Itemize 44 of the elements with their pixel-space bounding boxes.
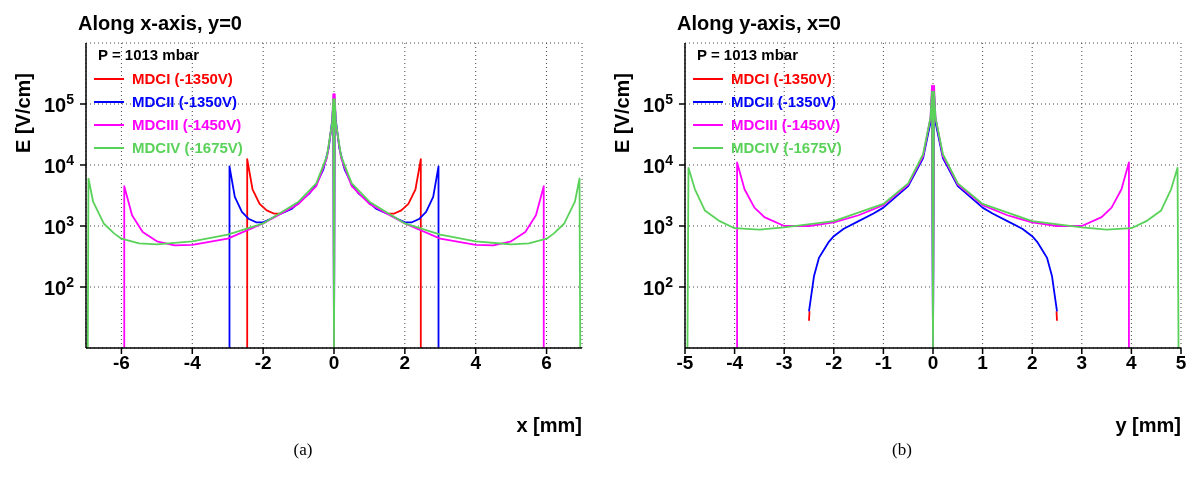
x-tick-label: -4 <box>183 352 202 374</box>
x-tick-label: 0 <box>328 352 340 374</box>
x-tick-label: 2 <box>1026 352 1038 374</box>
legend-label: MDCI (-1350V) <box>731 70 832 87</box>
x-tick-label: -1 <box>874 352 893 374</box>
y-tick-label: 10$^{3}$ <box>43 213 75 238</box>
y-tick-label: 10$^{5}$ <box>642 91 674 116</box>
x-tick-label: 3 <box>1076 352 1088 374</box>
x-tick-label: 2 <box>399 352 411 374</box>
x-tick-label: 1 <box>977 352 989 374</box>
legend-label: MDCIII (-1450V) <box>132 116 242 133</box>
y-tick-label: 10$^{3}$ <box>642 213 674 238</box>
x-tick-label: 4 <box>470 352 482 374</box>
y-axis-title: E [V/cm] <box>610 72 634 153</box>
legend-label: MDCIV (-1675V) <box>731 139 842 156</box>
x-tick-label: 5 <box>1175 352 1187 374</box>
x-tick-label: -3 <box>775 352 793 374</box>
text: (a) <box>292 440 314 460</box>
legend-label: MDCII (-1350V) <box>731 93 837 110</box>
legend-label: MDCI (-1350V) <box>132 70 233 87</box>
y-axis-title: E [V/cm] <box>11 72 35 153</box>
chart-title: Along x-axis, y=0 <box>78 12 242 35</box>
y-tick-label: 10$^{2}$ <box>642 274 674 299</box>
x-tick-label: 0 <box>927 352 939 374</box>
y-tick-label: 10$^{4}$ <box>43 152 75 177</box>
annotation: P = 1013 mbar <box>697 46 799 63</box>
legend-label: MDCIV (-1675V) <box>132 139 243 156</box>
x-axis-title: y [mm] <box>1115 414 1181 437</box>
x-tick-label: -2 <box>254 352 272 374</box>
x-tick-label: 6 <box>541 352 552 374</box>
chart-title: Along y-axis, x=0 <box>677 12 841 35</box>
legend-label: MDCIII (-1450V) <box>731 116 841 133</box>
x-tick-label: -4 <box>726 352 744 374</box>
text: (b) <box>891 440 913 460</box>
y-tick-label: 10$^{2}$ <box>43 274 75 299</box>
x-tick-label: -6 <box>112 352 130 374</box>
y-tick-label: 10$^{5}$ <box>43 91 75 116</box>
x-axis-title: x [mm] <box>516 414 582 437</box>
x-tick-label: -2 <box>825 352 843 374</box>
y-tick-label: 10$^{4}$ <box>642 152 674 177</box>
x-tick-label: 4 <box>1126 352 1138 374</box>
x-tick-label: -5 <box>676 352 694 374</box>
annotation: P = 1013 mbar <box>98 46 200 63</box>
legend-label: MDCII (-1350V) <box>132 93 238 110</box>
